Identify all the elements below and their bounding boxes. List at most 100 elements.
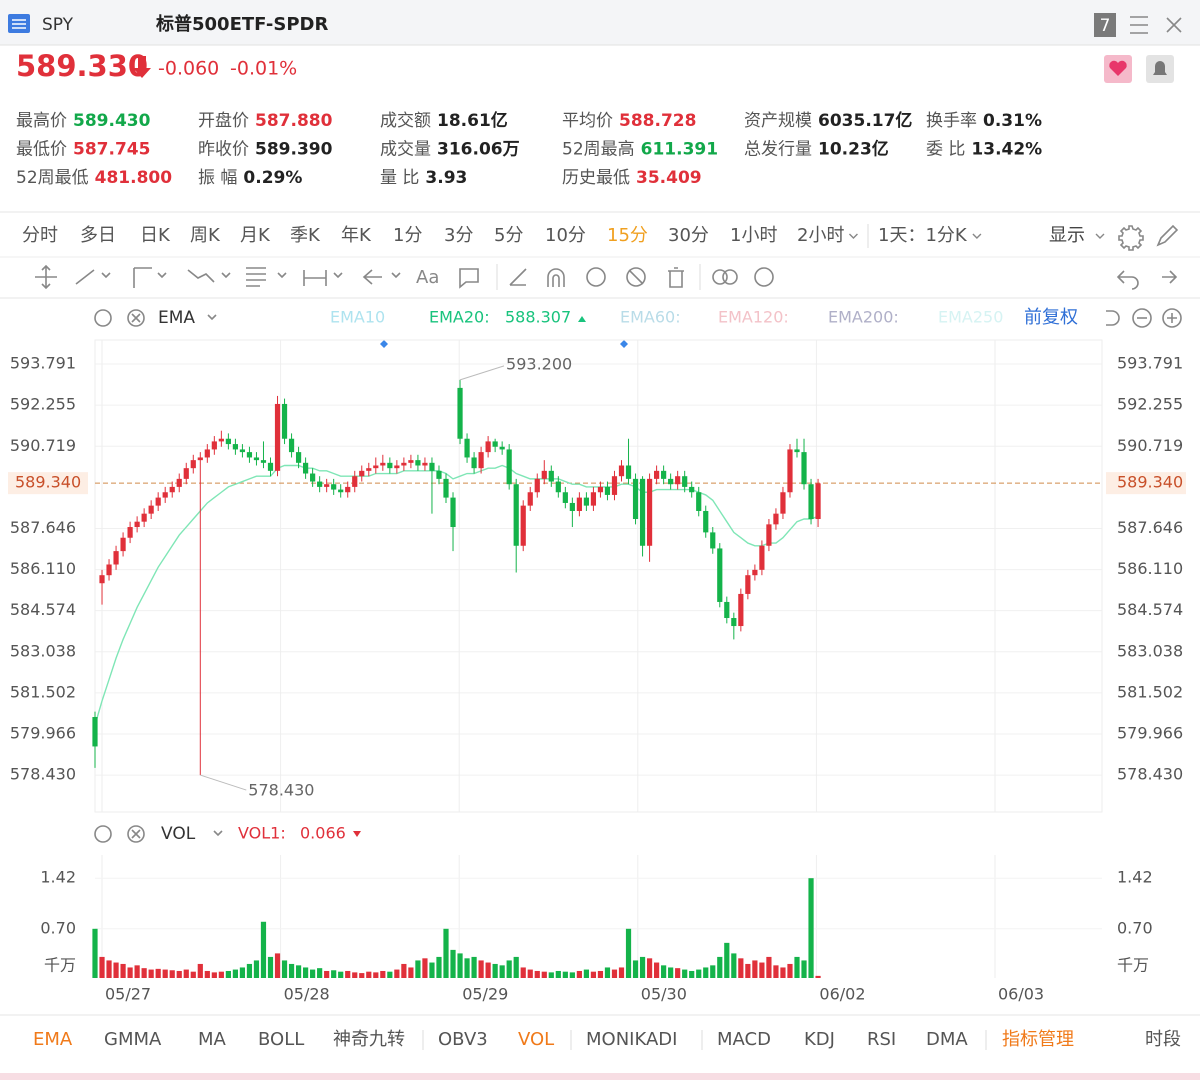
zoom-in-button[interactable]	[1162, 308, 1182, 328]
volume-bar	[443, 928, 449, 978]
volume-bar	[485, 962, 491, 978]
redo-button[interactable]	[1162, 270, 1178, 284]
candle-body	[710, 532, 716, 549]
settings-tool[interactable]	[754, 267, 774, 287]
channel-tool[interactable]	[133, 267, 167, 288]
indicator-dropdown[interactable]	[213, 830, 223, 837]
lock-tool[interactable]	[586, 267, 606, 287]
display-button[interactable]: 显示	[1049, 225, 1085, 246]
period-tab[interactable]: 日K	[140, 225, 171, 246]
text-tool[interactable]: Aa	[416, 267, 439, 288]
indicator-tab[interactable]: 时段	[1145, 1029, 1181, 1050]
reset-button[interactable]	[1106, 310, 1120, 326]
edit-button[interactable]	[1156, 224, 1179, 247]
y-tick-label-right: 587.646	[1117, 518, 1183, 537]
last-price-label: 589.340	[1117, 473, 1183, 492]
candle-body	[562, 492, 568, 503]
stat-value: 587.880	[255, 111, 333, 131]
arrow-tool[interactable]	[362, 269, 401, 285]
indicator-tab[interactable]: MACD	[717, 1029, 771, 1050]
period-tab[interactable]: 月K	[240, 225, 271, 246]
volume-bar	[590, 971, 597, 978]
period-tab[interactable]: 季K	[290, 225, 321, 246]
stat: 换手率 0.31%	[926, 111, 1042, 131]
volume-bar	[471, 956, 477, 978]
indicator-close[interactable]	[127, 309, 145, 327]
note-tool[interactable]	[459, 268, 479, 289]
period-tab[interactable]: 1分	[393, 225, 422, 246]
volume-bar	[92, 928, 98, 978]
indicator-tab[interactable]: DMA	[926, 1029, 968, 1050]
candle-body	[513, 484, 519, 546]
line-tool[interactable]	[75, 269, 111, 285]
y-tick-label-right: 583.038	[1117, 641, 1183, 660]
indicator-tab[interactable]: VOL	[518, 1029, 554, 1050]
volume-bar	[253, 960, 260, 978]
indicator-tab[interactable]: MONIKADI	[586, 1029, 677, 1050]
candle-body	[92, 717, 98, 747]
period-tab[interactable]: 周K	[190, 225, 221, 246]
adjust-button[interactable]: 前复权	[1024, 307, 1078, 328]
low-pointer	[200, 774, 247, 791]
candle-body	[597, 486, 604, 493]
period-tab[interactable]: 1小时	[730, 225, 777, 246]
wave-tool[interactable]	[187, 269, 231, 283]
close-button[interactable]	[1166, 17, 1182, 33]
event-marker[interactable]	[620, 340, 628, 348]
delete-tool[interactable]	[668, 267, 684, 288]
period-tab[interactable]: 3分	[444, 225, 473, 246]
hide-tool[interactable]	[626, 267, 646, 287]
zoom-out-button[interactable]	[1132, 308, 1152, 328]
period-tab[interactable]: 5分	[494, 225, 523, 246]
volume-bar	[232, 969, 238, 978]
indicator-tab[interactable]: BOLL	[258, 1029, 304, 1050]
x-tick-label: 05/30	[641, 985, 687, 1004]
chart-settings-button[interactable]	[1118, 225, 1144, 251]
period-tab[interactable]: 2小时	[797, 225, 844, 246]
indicator-close[interactable]	[127, 825, 145, 843]
indicator-tab[interactable]: 指标管理	[1002, 1029, 1074, 1050]
candle-body	[569, 502, 575, 511]
period-tab[interactable]: 年K	[341, 225, 372, 246]
period-tab[interactable]: 15分	[607, 225, 648, 246]
indicator-tab[interactable]: KDJ	[804, 1029, 835, 1050]
undo-button[interactable]	[1116, 270, 1139, 290]
fib-tool[interactable]	[246, 267, 287, 287]
move-tool[interactable]	[35, 264, 57, 290]
y-tick-label: 0.70	[40, 918, 76, 937]
magnet-tool[interactable]	[547, 268, 565, 287]
volume-bar	[682, 969, 688, 978]
stat-label: 历史最低	[562, 168, 630, 188]
badge[interactable]	[1094, 13, 1116, 37]
menu-button[interactable]	[1130, 16, 1148, 34]
indicator-tab[interactable]: GMMA	[104, 1029, 162, 1050]
event-marker[interactable]	[380, 340, 388, 348]
angle-tool[interactable]	[509, 268, 527, 286]
period-tab[interactable]: 30分	[668, 225, 709, 246]
compare-tool[interactable]	[712, 269, 728, 285]
candle-body	[436, 470, 442, 479]
indicator-tab[interactable]: EMA	[33, 1029, 73, 1050]
indicator-tab[interactable]: MA	[198, 1029, 227, 1050]
stat: 开盘价 587.880	[198, 111, 333, 131]
stat-label: 振 幅	[198, 168, 237, 188]
period-tab[interactable]: 10分	[545, 225, 586, 246]
period-tab[interactable]: 1天：1分K	[878, 225, 968, 246]
measure-tool[interactable]	[303, 270, 343, 286]
volume-bar	[141, 968, 147, 978]
indicator-tab[interactable]: 神奇九转	[333, 1029, 405, 1050]
indicator-dropdown[interactable]	[207, 314, 217, 321]
volume-bar	[204, 970, 210, 978]
period-tab[interactable]: 多日	[80, 225, 116, 246]
indicator-tab[interactable]: RSI	[867, 1029, 896, 1050]
volume-bar	[99, 956, 105, 978]
stat-value: 316.06万	[437, 140, 520, 160]
indicator-settings[interactable]	[94, 309, 112, 327]
indicator-tab[interactable]: OBV3	[438, 1029, 488, 1050]
y-tick-label-right: 584.574	[1117, 600, 1183, 619]
y-tick-label: 584.574	[10, 600, 76, 619]
y-tick-label: 581.502	[10, 682, 76, 701]
indicator-settings[interactable]	[94, 825, 112, 843]
period-tab[interactable]: 分时	[22, 225, 58, 246]
